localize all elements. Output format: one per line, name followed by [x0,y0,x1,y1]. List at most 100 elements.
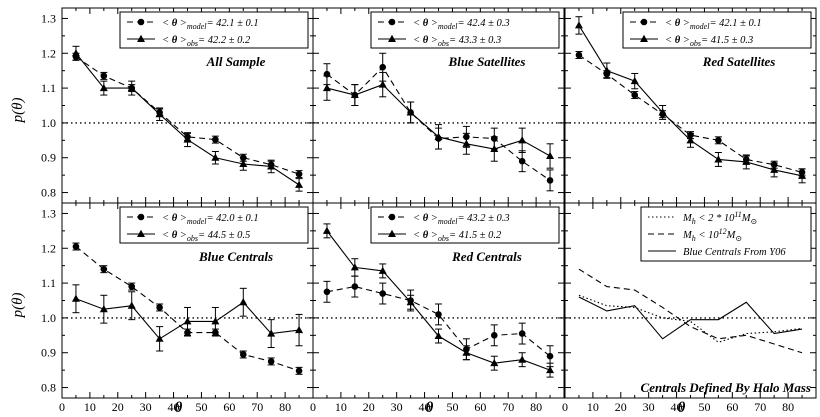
x-tick-label: 50 [195,400,207,414]
legend: < θ >model= 42.1 ± 0.1 < θ >obs= 41.5 ± 0… [622,11,812,49]
y-tick-label: 1.2 [41,241,56,255]
data-point [295,170,303,178]
panel-6: 0 10 20 30 40 50 60 70 80 Mh < 2 * 1011M⊙Mh < 101… [562,202,817,414]
data-point [267,162,276,170]
legend-marker [388,229,396,237]
panel-title: Centrals Defined By Halo Mass [641,380,811,395]
y-tick-label: 1.0 [41,116,56,130]
y-tick-label: 1.2 [41,46,56,60]
legend-marker [388,213,396,221]
x-axis-label: θ [426,400,434,416]
data-point [156,304,163,311]
data-point [71,49,80,57]
legend-box [622,11,812,49]
x-tick-label: 10 [84,400,96,414]
data-point [574,21,583,29]
data-point [99,305,108,313]
legend: < θ >model= 42.4 ± 0.3 < θ >obs= 43.3 ± 0… [370,11,560,49]
legend-label: < θ >obs= 43.3 ± 0.3 [413,35,501,48]
data-point [435,311,442,318]
y-tick-label: 0.8 [41,381,56,395]
x-tick-label: 70 [251,400,263,414]
legend-marker [137,34,145,42]
x-tick-label: 60 [474,400,486,414]
legend-marker [137,229,145,237]
series-line-1 [578,54,803,173]
y-tick-label: 1.1 [41,276,56,290]
panel-2: < θ >model= 42.4 ± 0.3 < θ >obs= 43.3 ± 0… [312,7,565,204]
legend-box [370,206,560,244]
x-axis-label: θ [678,400,686,416]
x-tick-label: 30 [643,400,655,414]
data-point [742,157,751,165]
data-point [379,290,387,297]
y-tick-label: 1.1 [41,81,56,95]
x-tick-label: 20 [112,400,124,414]
data-point [546,352,554,360]
data-point [155,110,164,118]
data-point [100,265,108,273]
series-line-1 [75,56,300,175]
series-line-3 [578,296,803,340]
legend-marker [640,18,648,26]
data-point [546,151,555,159]
data-point [715,137,722,144]
legend-label: < θ >model= 42.0 ± 0.1 [162,213,259,226]
data-point [239,351,247,358]
legend-label: < θ >obs= 44.5 ± 0.5 [162,230,250,243]
data-point [378,266,387,274]
data-point [239,298,248,306]
legend-label: Mh < 1012M⊙ [682,227,742,243]
x-tick-label: 80 [279,400,291,414]
data-point [100,72,108,80]
data-point [323,288,331,296]
data-point [546,177,554,184]
data-point [490,358,499,367]
legend-label: < θ >obs= 41.5 ± 0.2 [413,230,502,243]
x-axis-label: θ [175,400,183,416]
series-line-1 [578,294,803,343]
data-point [658,108,667,116]
x-tick-label: 20 [363,400,375,414]
data-point [490,144,499,153]
data-point [462,139,471,147]
x-tick-label: 50 [446,400,458,414]
panel-title: All Sample [206,54,266,69]
legend-marker [388,34,396,42]
panel-title: Blue Satellites [448,54,526,69]
data-point [295,325,304,334]
data-point [183,135,192,143]
panel-title: Red Centrals [451,249,522,264]
y-tick-label: 1.3 [41,206,56,220]
panel-1: 0.8 0.9 1.0 1.1 1.2 1.3 < θ >model= 42.1 ± 0.1… [41,7,314,204]
data-point [630,76,639,85]
x-tick-label: 10 [335,400,347,414]
x-tick-label: 80 [782,400,794,414]
data-point [350,263,359,271]
data-point [295,367,303,375]
legend-box [370,11,560,49]
x-tick-label: 20 [615,400,627,414]
legend-marker [137,18,145,26]
x-tick-label: 60 [223,400,235,414]
data-point [378,80,387,88]
data-point [770,165,779,173]
data-point [518,136,527,144]
x-tick-label: 40 [671,400,683,414]
panel-title: Red Satellites [702,54,776,69]
data-point [155,334,164,342]
data-point [239,159,248,167]
data-point [434,331,443,340]
data-point [518,355,527,363]
legend-marker [137,213,145,221]
data-point [631,91,639,99]
panel-4: 0 10 20 30 40 50 60 70 80 0.8 0.9 1.0 1.1 1.2 1.3 < θ >… [41,202,314,414]
x-tick-label: 70 [502,400,514,414]
data-point [714,155,723,163]
legend: < θ >model= 42.0 ± 0.1 < θ >obs= 44.5 ± 0… [119,206,309,244]
data-point [128,283,136,290]
y-tick-label: 0.8 [41,186,56,200]
legend: < θ >model= 42.1 ± 0.1 < θ >obs= 42.2 ± 0… [119,11,309,49]
x-tick-label: 0 [59,400,65,414]
x-tick-label: 10 [587,400,599,414]
